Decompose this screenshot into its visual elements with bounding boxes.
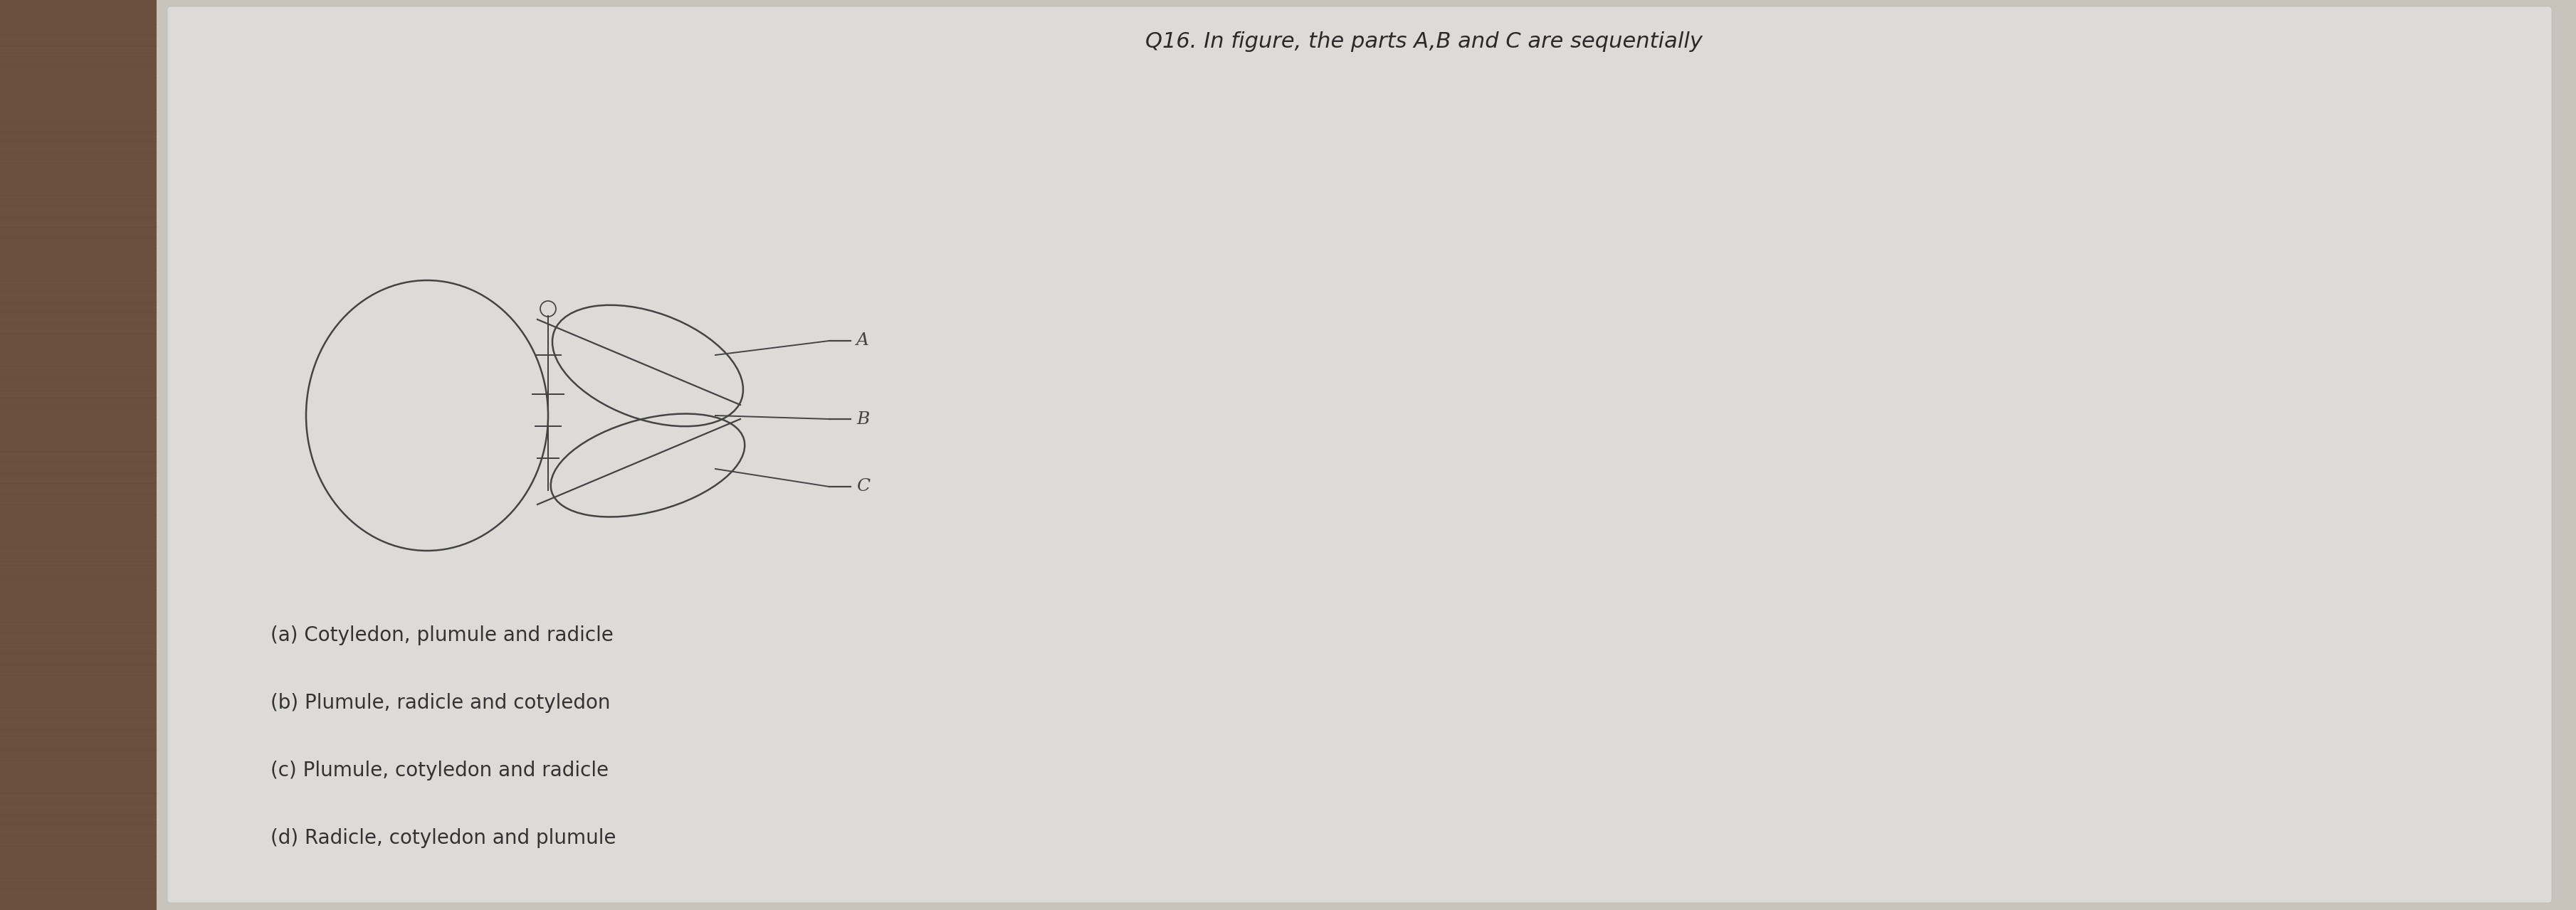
Text: C: C	[855, 479, 871, 495]
Text: Q16. In figure, the parts A,B and C are sequentially: Q16. In figure, the parts A,B and C are …	[1144, 31, 1703, 52]
Text: B: B	[855, 411, 868, 428]
Text: (a) Cotyledon, plumule and radicle: (a) Cotyledon, plumule and radicle	[270, 625, 613, 645]
FancyBboxPatch shape	[157, 0, 2576, 910]
Text: (d) Radicle, cotyledon and plumule: (d) Radicle, cotyledon and plumule	[270, 828, 616, 848]
FancyBboxPatch shape	[167, 6, 2553, 903]
Text: (b) Plumule, radicle and cotyledon: (b) Plumule, radicle and cotyledon	[270, 693, 611, 713]
FancyBboxPatch shape	[0, 0, 157, 910]
Text: A: A	[855, 333, 868, 349]
Text: (c) Plumule, cotyledon and radicle: (c) Plumule, cotyledon and radicle	[270, 761, 608, 781]
